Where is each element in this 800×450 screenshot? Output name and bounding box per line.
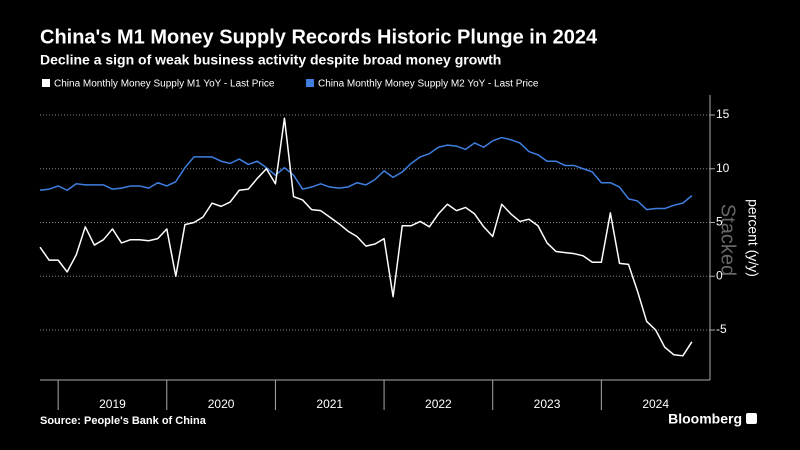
y-axis-label: percent (y/y) — [745, 199, 761, 277]
source: Source: People's Bank of China — [40, 415, 207, 427]
y-tick-label: 0 — [716, 268, 723, 282]
legend-swatch — [306, 79, 314, 87]
legend-label: China Monthly Money Supply M1 YoY - Last… — [54, 79, 275, 90]
brand: Bloomberg — [668, 411, 742, 427]
watermark: Stacked — [717, 204, 739, 276]
x-tick-label: 2021 — [316, 397, 343, 411]
brand-icon — [746, 413, 757, 424]
y-tick-label: 10 — [716, 161, 730, 175]
x-tick-label: 2019 — [99, 397, 126, 411]
x-tick-label: 2020 — [208, 397, 235, 411]
series-line — [39, 136, 693, 211]
chart-subtitle: Decline a sign of weak business activity… — [40, 52, 501, 68]
legend-swatch — [42, 79, 50, 87]
y-tick-label: 5 — [716, 215, 723, 229]
x-tick-label: 2022 — [425, 397, 452, 411]
y-tick-label: 15 — [716, 107, 730, 121]
chart-title: China's M1 Money Supply Records Historic… — [40, 26, 598, 48]
y-tick-label: -5 — [716, 322, 727, 336]
x-tick-label: 2024 — [642, 397, 669, 411]
x-tick-label: 2023 — [534, 397, 561, 411]
series-line — [39, 117, 693, 357]
legend-label: China Monthly Money Supply M2 YoY - Last… — [318, 79, 539, 90]
